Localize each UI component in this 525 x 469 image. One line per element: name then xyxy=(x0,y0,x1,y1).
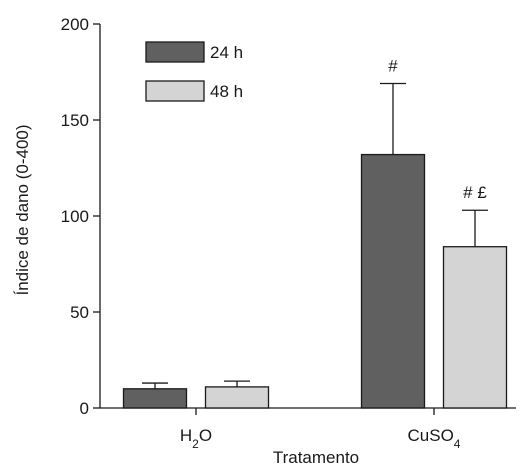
legend: 24 h 48 h xyxy=(145,41,243,102)
annotations: # # £ xyxy=(388,57,487,203)
y-tick-label: 50 xyxy=(70,303,89,322)
x-axis-title: Tratamento xyxy=(273,448,359,467)
y-axis-title: Índice de dano (0-400) xyxy=(13,124,32,295)
bar-24h-1 xyxy=(360,153,426,409)
bar-48h-0 xyxy=(204,386,270,409)
significance-mark: # xyxy=(388,57,398,76)
legend-swatch xyxy=(145,80,205,102)
significance-mark: # £ xyxy=(463,183,487,202)
bar-48h-1 xyxy=(442,246,508,409)
y-tick-label: 150 xyxy=(61,111,89,130)
x-axis: H2O CuSO4 xyxy=(100,407,516,451)
y-tick-label: 0 xyxy=(80,399,89,418)
x-tick-label: H2O xyxy=(180,426,212,451)
x-tick-label: CuSO4 xyxy=(408,426,461,451)
legend-label: 24 h xyxy=(210,43,243,62)
bars xyxy=(122,153,508,409)
legend-swatch xyxy=(145,41,205,63)
y-axis: 0 50 100 150 200 xyxy=(61,15,101,418)
y-tick-label: 200 xyxy=(61,15,89,34)
y-tick-label: 100 xyxy=(61,207,89,226)
bar-24h-0 xyxy=(122,388,188,409)
legend-label: 48 h xyxy=(210,82,243,101)
error-bars xyxy=(142,82,488,389)
